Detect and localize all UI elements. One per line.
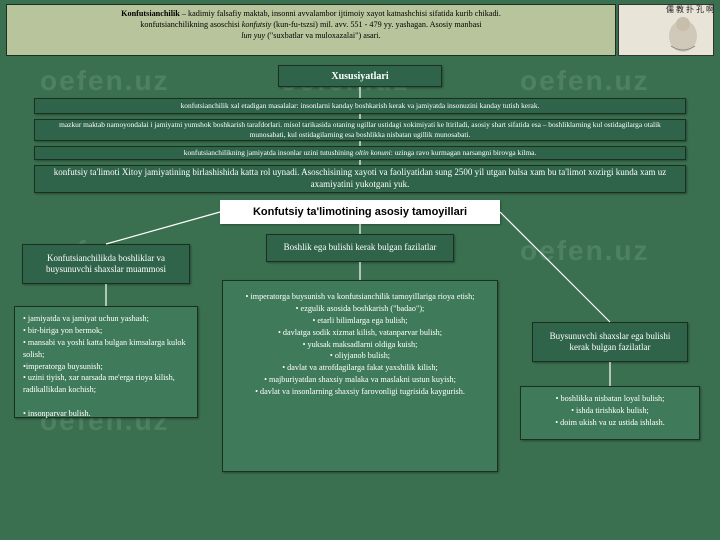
list-item: • doim ukish va uz ustida ishlash. [529,417,691,429]
line3b: ("suxbatlar va muloxazalai") asari. [265,31,381,40]
list-item: • insonparvar bulish. [23,408,189,420]
principles-header: Konfutsiy ta'limotining asosiy tamoyilla… [220,200,500,224]
feature-row-2: mazkur maktab namoyondalai i jamiyatni y… [34,119,686,141]
list-item: •imperatorga buysunish; [23,361,189,373]
features-header: Xususiyatlari [278,65,442,87]
subheader-right: Buysunuvchi shaxslar ega bulishi kerak b… [532,322,688,362]
list-item: • etarli bilimlarga ega bulish; [231,315,489,327]
title-bold: Konfutsianchilik [121,9,180,18]
list-item: • boshlikka nisbatan loyal bulish; [529,393,691,405]
list-item: • mansabi va yoshi katta bulgan kimsalar… [23,337,189,361]
subheader-left: Konfutsianchilikda boshliklar va buysunu… [22,244,190,284]
panel-right: • boshlikka nisbatan loyal bulish; • ish… [520,386,700,440]
line3-italic: lun yuy [241,31,265,40]
r3b: : uzinga ravo kurmagan narsangni birovga… [391,148,537,157]
watermark: oefen.uz [40,65,170,97]
list-item: • uzini tiyish, xar narsada me'erga rioy… [23,372,189,396]
line2a: konfutsianchilikning asoschisi [140,20,241,29]
feature-row-3: konfutsianchilikning jamiyatda insonlar … [34,146,686,160]
line2-italic: konfutsiy [242,20,272,29]
title-definition-box: Konfutsianchilik – kadimiy falsafiy makt… [6,4,616,56]
chinese-characters: 儒 教 扑 孔 啊 [666,4,714,15]
panel-left: • jamiyatda va jamiyat uchun yashash; • … [14,306,198,418]
r3a: konfutsianchilikning jamiyatda insonlar … [184,148,355,157]
list-item: • bir-biriga yon bermok; [23,325,189,337]
r3i: oltin konuni [355,148,391,157]
list-item: • jamiyatda va jamiyat uchun yashash; [23,313,189,325]
list-item: • ishda tirishkok bulish; [529,405,691,417]
list-item: • imperatorga buysunish va konfutsianchi… [231,291,489,303]
watermark: oefen.uz [520,65,650,97]
feature-row-4: konfutsiy ta'limoti Xitoy jamiyatining b… [34,165,686,193]
subheader-mid: Boshlik ega bulishi kerak bulgan fazilat… [266,234,454,262]
list-item: • davlat va atrofdagilarga fakat yaxshil… [231,362,489,374]
list-item: • ezgulik asosida boshkarish ("badao"); [231,303,489,315]
list-item: • davlatga sodik xizmat kilish, vatanpar… [231,327,489,339]
list-item: • oliyjanob bulish; [231,350,489,362]
title-rest: – kadimiy falsafiy maktab, insonni avval… [180,9,501,18]
panel-mid: • imperatorga buysunish va konfutsianchi… [222,280,498,472]
line2b: (kun-fu-tszsi) mil. avv. 551 - 479 yy. y… [271,20,481,29]
watermark: oefen.uz [520,235,650,267]
list-item: • majburiyatdan shaxsiy malaka va maslak… [231,374,489,386]
feature-row-1: konfutsianchilik xal etadigan masalalar:… [34,98,686,114]
list-item: • davlat va insonlarning shaxsiy farovon… [231,386,489,398]
list-item: • yuksak maksadlarni oldiga kuish; [231,339,489,351]
